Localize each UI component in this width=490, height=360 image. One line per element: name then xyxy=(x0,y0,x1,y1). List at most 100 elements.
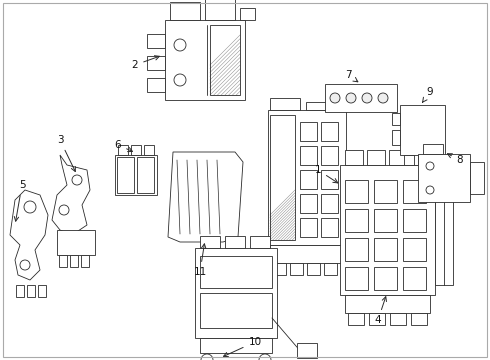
Circle shape xyxy=(259,354,271,360)
Circle shape xyxy=(20,260,30,270)
Bar xyxy=(290,263,303,275)
Circle shape xyxy=(201,354,213,360)
Bar xyxy=(147,78,165,92)
Bar xyxy=(137,157,154,193)
Bar xyxy=(240,8,255,20)
Bar xyxy=(392,113,400,125)
Bar xyxy=(345,267,368,290)
Bar xyxy=(321,146,338,165)
Bar xyxy=(369,313,385,325)
Bar xyxy=(392,130,400,145)
Bar xyxy=(345,295,430,313)
Circle shape xyxy=(24,201,36,213)
Bar xyxy=(418,155,428,165)
Bar xyxy=(348,313,364,325)
Bar xyxy=(270,245,344,263)
Bar xyxy=(250,236,270,248)
Circle shape xyxy=(330,93,340,103)
Bar xyxy=(117,157,134,193)
Text: 6: 6 xyxy=(115,140,132,152)
Bar xyxy=(411,150,429,165)
Text: 9: 9 xyxy=(422,87,433,102)
Bar xyxy=(400,105,445,155)
Bar xyxy=(131,145,141,155)
Bar xyxy=(411,313,427,325)
Bar xyxy=(345,238,368,261)
Bar xyxy=(321,170,338,189)
Circle shape xyxy=(72,175,82,185)
Polygon shape xyxy=(52,155,90,235)
Bar xyxy=(390,313,406,325)
Bar xyxy=(70,255,78,267)
Bar xyxy=(270,115,295,240)
Bar xyxy=(321,218,338,237)
Bar xyxy=(118,145,128,155)
Bar xyxy=(432,155,442,165)
Bar xyxy=(345,209,368,232)
Bar xyxy=(38,285,46,297)
Bar xyxy=(59,255,67,267)
Text: 10: 10 xyxy=(223,337,262,356)
Bar xyxy=(403,180,426,203)
Bar xyxy=(27,285,35,297)
Bar xyxy=(325,84,397,112)
Bar xyxy=(165,20,245,100)
Text: 11: 11 xyxy=(194,244,207,277)
Bar xyxy=(147,34,165,48)
Bar xyxy=(210,25,240,95)
Bar xyxy=(273,263,286,275)
Text: 5: 5 xyxy=(14,180,25,221)
Bar xyxy=(300,146,317,165)
Bar xyxy=(147,56,165,70)
Bar xyxy=(345,150,363,165)
Bar xyxy=(300,218,317,237)
Bar xyxy=(374,209,397,232)
Text: 3: 3 xyxy=(57,135,75,171)
Circle shape xyxy=(378,93,388,103)
Bar xyxy=(200,293,272,328)
Polygon shape xyxy=(168,152,243,242)
Bar xyxy=(225,236,245,248)
Bar xyxy=(270,98,300,110)
Bar xyxy=(300,170,317,189)
Circle shape xyxy=(346,93,356,103)
Bar xyxy=(306,102,341,110)
Bar xyxy=(200,338,272,353)
Text: 8: 8 xyxy=(447,154,464,165)
Bar xyxy=(470,162,484,194)
Bar xyxy=(200,236,220,248)
Text: 2: 2 xyxy=(132,56,159,70)
Bar xyxy=(418,154,470,202)
Bar xyxy=(205,0,235,20)
Bar xyxy=(195,248,277,338)
Bar xyxy=(423,144,443,154)
Text: 1: 1 xyxy=(315,165,338,183)
Bar xyxy=(404,155,414,165)
Bar xyxy=(389,150,407,165)
Bar xyxy=(81,255,89,267)
Circle shape xyxy=(362,93,372,103)
Bar xyxy=(268,110,346,245)
Bar xyxy=(144,145,154,155)
Text: 4: 4 xyxy=(375,297,387,325)
Polygon shape xyxy=(10,190,48,280)
Bar xyxy=(374,180,397,203)
Bar xyxy=(300,194,317,213)
Circle shape xyxy=(426,162,434,170)
Bar xyxy=(367,150,385,165)
Bar xyxy=(403,238,426,261)
Bar xyxy=(403,267,426,290)
Bar xyxy=(374,267,397,290)
Bar xyxy=(300,122,317,141)
Bar xyxy=(321,122,338,141)
Bar xyxy=(324,263,337,275)
Bar xyxy=(297,343,317,358)
Text: 7: 7 xyxy=(344,70,358,82)
Bar xyxy=(340,165,435,295)
Bar xyxy=(57,230,95,255)
Bar xyxy=(435,175,453,285)
Bar xyxy=(374,238,397,261)
Circle shape xyxy=(174,74,186,86)
Bar xyxy=(16,285,24,297)
Circle shape xyxy=(426,186,434,194)
